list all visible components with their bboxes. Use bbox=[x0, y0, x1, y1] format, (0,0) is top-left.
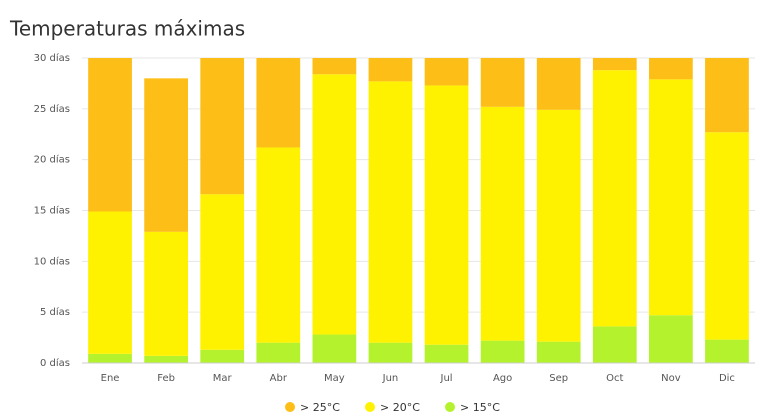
bar-segment bbox=[88, 353, 132, 363]
x-tick-label: Ago bbox=[493, 373, 512, 384]
legend-label: > 15°C bbox=[460, 401, 500, 414]
x-tick-label: Dic bbox=[719, 373, 735, 384]
legend-label: > 20°C bbox=[380, 401, 420, 414]
bar-segment bbox=[480, 58, 525, 107]
x-tick-label: Jun bbox=[382, 373, 399, 384]
x-tick-label: Jul bbox=[440, 373, 453, 384]
bar-segment bbox=[368, 342, 413, 363]
y-tick-label: 10 días bbox=[34, 255, 70, 267]
bar-segment bbox=[88, 58, 132, 212]
bar-segment bbox=[144, 355, 188, 363]
bar-segment bbox=[480, 106, 525, 341]
y-tick-label: 20 días bbox=[34, 154, 70, 166]
bar-segment bbox=[705, 58, 749, 133]
bar-segment bbox=[480, 340, 525, 363]
bar-segment bbox=[592, 326, 637, 363]
y-tick-label: 5 días bbox=[40, 306, 70, 318]
y-tick-label: 0 días bbox=[40, 357, 70, 369]
legend-marker bbox=[285, 402, 295, 412]
bar-segment bbox=[200, 58, 245, 195]
bar-segment bbox=[368, 58, 413, 82]
bar-segment bbox=[200, 194, 245, 350]
bar-segment bbox=[312, 334, 357, 363]
bar-segment bbox=[649, 79, 693, 316]
bar-segment bbox=[424, 85, 469, 345]
bar-segment bbox=[144, 231, 188, 356]
legend-marker bbox=[365, 402, 375, 412]
bar-segment bbox=[536, 58, 581, 110]
y-tick-label: 30 días bbox=[34, 52, 70, 64]
bar-segment bbox=[649, 58, 693, 80]
x-tick-label: Mar bbox=[213, 373, 233, 384]
x-tick-label: May bbox=[324, 373, 345, 384]
x-tick-label: Ene bbox=[101, 373, 120, 384]
bar-segment bbox=[536, 341, 581, 363]
bar-segment bbox=[200, 349, 245, 363]
bar-segment bbox=[424, 344, 469, 363]
bar-segment bbox=[312, 58, 357, 75]
bar-segment bbox=[424, 58, 469, 86]
y-tick-label: 15 días bbox=[34, 205, 70, 217]
y-tick-label: 25 días bbox=[34, 103, 70, 115]
bar-segment bbox=[312, 74, 357, 335]
x-tick-label: Oct bbox=[606, 373, 623, 384]
bar-segment bbox=[592, 58, 637, 71]
bar-segment bbox=[144, 78, 188, 232]
bar-segment bbox=[536, 109, 581, 342]
chart-title: Temperaturas máximas bbox=[9, 17, 245, 41]
bar-segment bbox=[88, 211, 132, 354]
bar-segment bbox=[256, 342, 301, 363]
x-tick-label: Abr bbox=[270, 373, 288, 384]
x-tick-label: Nov bbox=[661, 373, 681, 384]
bar-segment bbox=[256, 58, 301, 148]
x-tick-label: Sep bbox=[549, 373, 568, 384]
legend-label: > 25°C bbox=[300, 401, 340, 414]
bar-segment bbox=[592, 70, 637, 327]
legend-marker bbox=[445, 402, 455, 412]
bar-segment bbox=[256, 147, 301, 343]
bar-segment bbox=[705, 132, 749, 340]
x-tick-label: Feb bbox=[157, 373, 175, 384]
bar-segment bbox=[368, 81, 413, 343]
bar-segment bbox=[649, 315, 693, 363]
bar-segment bbox=[705, 339, 749, 363]
